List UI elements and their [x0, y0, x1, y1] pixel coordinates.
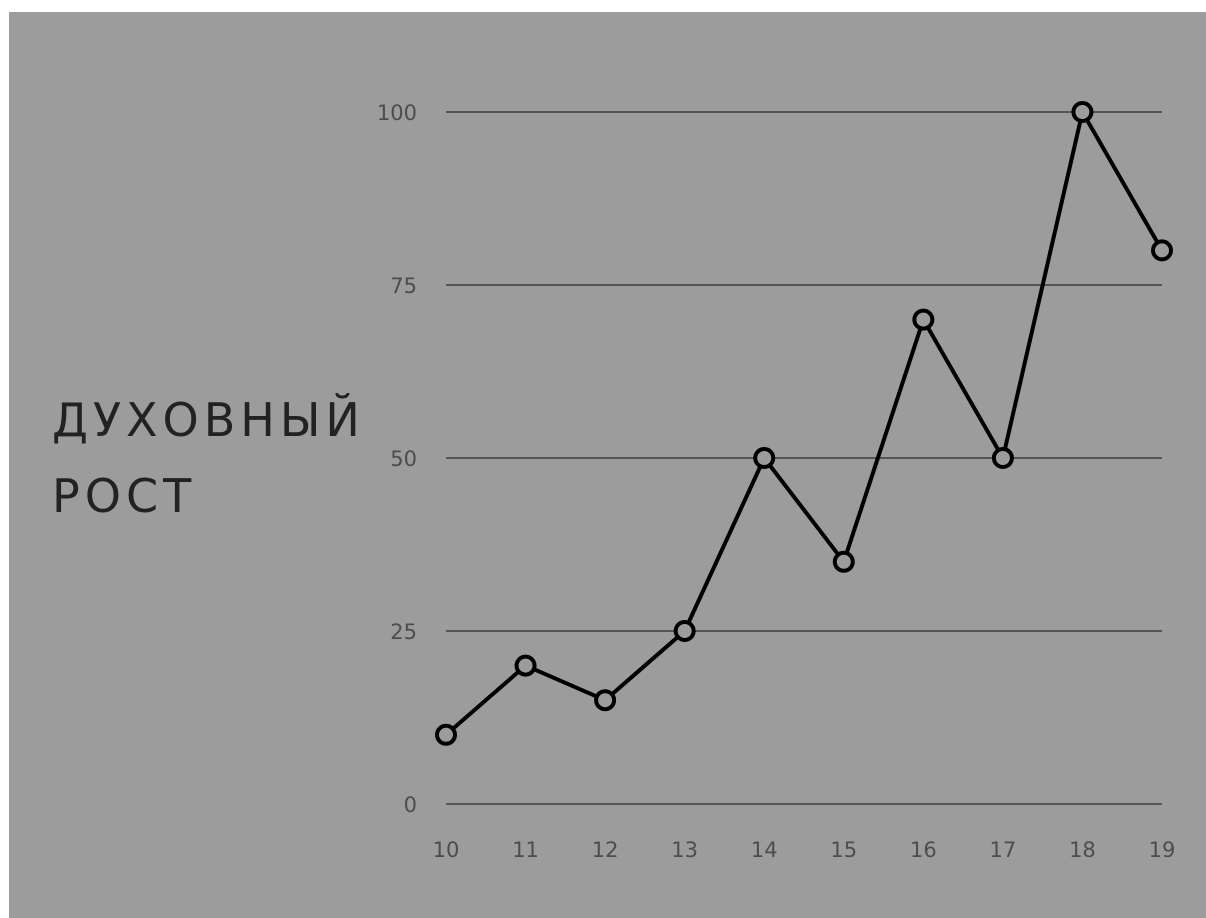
x-tick-label: 16	[910, 838, 937, 862]
x-tick-label: 13	[671, 838, 698, 862]
x-tick-label: 12	[592, 838, 619, 862]
data-point	[514, 654, 537, 677]
data-point	[991, 447, 1014, 469]
y-tick-label: 50	[390, 447, 417, 471]
y-axis-label-line-2: РОСТ	[52, 469, 196, 523]
x-tick-label: 14	[751, 838, 778, 862]
x-tick-label: 19	[1149, 838, 1176, 862]
y-tick-label: 75	[390, 274, 417, 298]
data-series	[435, 101, 1173, 746]
x-tick-label: 10	[433, 838, 460, 862]
y-tick-label: 25	[390, 620, 417, 644]
y-axis-tick-labels: 0 25 50 75 100	[377, 101, 417, 817]
data-point	[435, 723, 457, 746]
series-line	[444, 106, 1164, 737]
gridlines	[446, 111, 1162, 805]
data-point	[1151, 239, 1173, 262]
x-axis-tick-labels: 10 11 12 13 14 15 16 17 18 19	[433, 838, 1176, 862]
data-point	[912, 308, 935, 331]
x-tick-label: 17	[990, 838, 1017, 862]
y-tick-label: 0	[404, 793, 417, 817]
data-point	[1071, 101, 1094, 123]
data-point	[753, 447, 776, 469]
data-point	[673, 620, 696, 642]
y-axis-label-line-1: ДУХОВНЫЙ	[52, 393, 365, 447]
y-tick-label: 100	[377, 101, 417, 125]
data-point	[832, 550, 855, 573]
x-tick-label: 11	[512, 838, 539, 862]
x-tick-label: 18	[1069, 838, 1096, 862]
data-point	[594, 689, 617, 712]
x-tick-label: 15	[830, 838, 857, 862]
